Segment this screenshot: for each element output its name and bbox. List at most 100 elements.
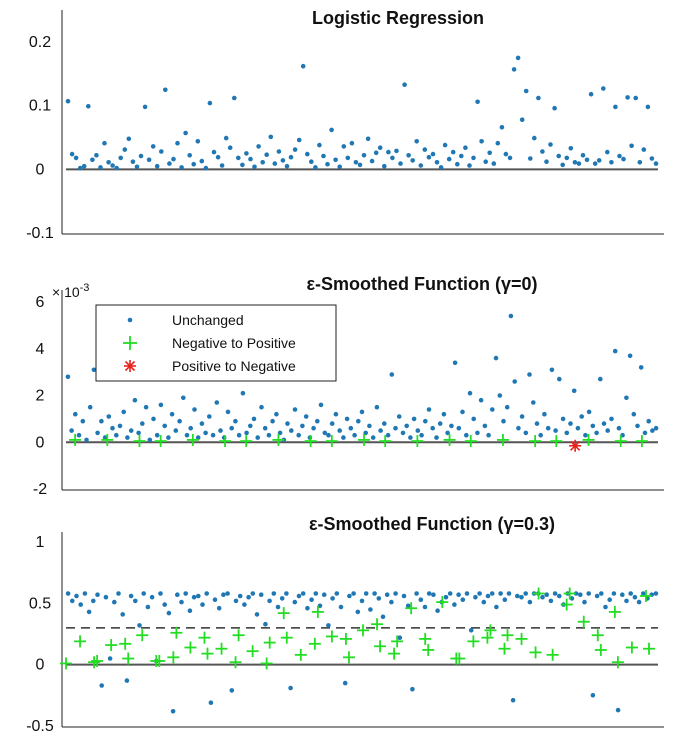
point-unchanged [69, 151, 75, 157]
point-unchanged [276, 149, 282, 154]
point-unchanged [515, 55, 521, 61]
point-unchanged [128, 428, 134, 433]
point-unchanged [300, 423, 305, 429]
point-unchanged [434, 435, 439, 440]
point-unchanged [594, 593, 600, 599]
point-unchanged [531, 400, 536, 405]
point-unchanged [459, 153, 464, 159]
point-unchanged [615, 707, 621, 713]
point-unchanged [337, 428, 343, 433]
point-negative-to-positive [136, 629, 149, 642]
point-unchanged [435, 608, 440, 613]
point-unchanged [181, 395, 186, 401]
point-unchanged [499, 125, 505, 130]
point-unchanged [169, 411, 175, 417]
panel-2-title: ε-Smoothed Function (γ=0) [306, 274, 537, 294]
point-unchanged [216, 605, 222, 611]
point-unchanged [122, 147, 128, 152]
point-unchanged [292, 599, 298, 605]
point-unchanged [415, 428, 421, 433]
point-unchanged [305, 605, 310, 611]
point-unchanged [170, 709, 176, 714]
multiplier-exponent: -3 [80, 282, 90, 294]
point-unchanged [553, 428, 558, 433]
point-unchanged [519, 117, 525, 122]
point-unchanged [240, 162, 245, 168]
point-unchanged [545, 425, 551, 431]
point-unchanged [460, 409, 465, 415]
point-unchanged [467, 390, 473, 396]
point-unchanged [309, 159, 314, 164]
point-unchanged [586, 591, 591, 596]
point-negative-to-positive [325, 435, 338, 448]
point-unchanged [163, 87, 168, 93]
point-unchanged [237, 593, 243, 599]
point-unchanged [173, 428, 179, 433]
point-unchanged [137, 623, 142, 628]
point-unchanged [406, 153, 411, 158]
point-negative-to-positive [591, 629, 604, 642]
point-unchanged [423, 418, 428, 424]
legend: Unchanged Negative to Positive Positive … [95, 304, 337, 382]
point-unchanged [292, 407, 298, 412]
y-tick-label: 2 [36, 388, 45, 405]
multiplier-base: × 10 [52, 284, 80, 300]
point-unchanged [397, 635, 403, 640]
point-unchanged [456, 425, 462, 431]
point-unchanged [70, 598, 75, 604]
point-unchanged [443, 594, 449, 600]
point-unchanged [464, 432, 469, 438]
point-unchanged [211, 149, 217, 155]
point-unchanged [405, 603, 411, 609]
point-unchanged [263, 621, 268, 627]
point-unchanged [367, 423, 372, 429]
point-negative-to-positive [201, 647, 214, 660]
point-unchanged [199, 158, 205, 164]
point-unchanged [300, 63, 306, 69]
point-unchanged [498, 591, 503, 596]
point-unchanged [322, 430, 328, 436]
point-negative-to-positive [594, 643, 607, 656]
panel-3-title: ε-Smoothed Function (γ=0.3) [309, 514, 555, 534]
point-unchanged [473, 594, 478, 600]
point-unchanged [646, 418, 651, 424]
point-negative-to-positive [69, 433, 82, 446]
point-unchanged [598, 376, 603, 382]
point-unchanged [120, 612, 125, 617]
point-unchanged [534, 421, 540, 426]
point-unchanged [575, 425, 581, 431]
point-unchanged [143, 404, 149, 410]
point-unchanged [642, 430, 648, 436]
point-unchanged [284, 163, 290, 169]
point-unchanged [81, 163, 87, 169]
point-unchanged [130, 159, 136, 164]
point-unchanged [179, 165, 184, 170]
point-unchanged [87, 404, 93, 410]
legend-label-positive-to-negative: Positive to Negative [172, 358, 296, 374]
point-unchanged [134, 164, 140, 170]
point-unchanged [532, 135, 537, 141]
point-unchanged [284, 591, 289, 596]
point-unchanged [564, 155, 570, 161]
point-unchanged [183, 130, 188, 136]
panel-2-points [65, 313, 659, 452]
point-unchanged [426, 154, 432, 160]
point-unchanged [78, 602, 83, 607]
point-unchanged [590, 693, 596, 698]
point-unchanged [601, 86, 606, 91]
point-negative-to-positive [74, 635, 87, 648]
point-unchanged [175, 592, 180, 597]
point-unchanged [95, 592, 100, 597]
point-unchanged [329, 421, 335, 426]
point-unchanged [373, 150, 379, 156]
point-negative-to-positive [88, 656, 101, 669]
point-negative-to-positive [608, 605, 621, 618]
point-unchanged [380, 614, 386, 620]
point-unchanged [422, 147, 428, 152]
point-unchanged [540, 149, 545, 154]
point-negative-to-positive [611, 656, 624, 669]
y-tick-label: 0 [36, 657, 45, 674]
point-negative-to-positive [379, 435, 392, 448]
point-unchanged [195, 435, 201, 440]
point-unchanged [475, 99, 480, 105]
